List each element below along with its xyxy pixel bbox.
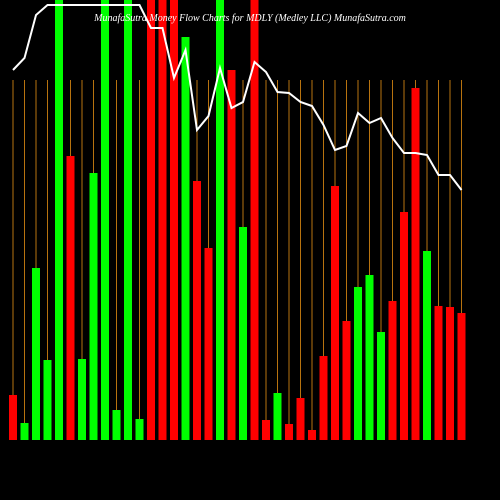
bar [331, 186, 339, 440]
bar [446, 307, 454, 440]
bar [89, 173, 98, 440]
lines [12, 4, 463, 191]
bars [9, 0, 466, 440]
bar [250, 0, 259, 440]
bar [135, 419, 144, 440]
bar [457, 313, 466, 440]
bar [112, 410, 121, 440]
bar [158, 0, 167, 440]
chart-title: MunafaSutra Money Flow Charts for MDLY (… [93, 13, 406, 24]
bar [147, 0, 155, 440]
bar [308, 430, 316, 440]
bar [411, 88, 420, 440]
bar [9, 395, 17, 440]
bar [365, 275, 374, 440]
bar [388, 301, 397, 440]
bar [101, 0, 109, 440]
bar [20, 423, 29, 440]
bar [193, 181, 201, 440]
bar [170, 0, 178, 440]
bar [400, 212, 408, 440]
bar [32, 268, 40, 440]
bar [43, 360, 52, 440]
bar [227, 70, 236, 440]
bar [342, 321, 351, 440]
bar [78, 359, 86, 440]
bar [181, 37, 190, 440]
bar [66, 156, 75, 440]
bar [319, 356, 328, 440]
bar [377, 332, 385, 440]
bar [296, 398, 305, 440]
bar [423, 251, 431, 440]
bar [124, 0, 132, 440]
bar [216, 0, 224, 440]
bar [354, 287, 362, 440]
bar [285, 424, 293, 440]
money-flow-line [12, 4, 463, 191]
bar [434, 306, 443, 440]
bar [239, 227, 247, 440]
bar [273, 393, 282, 440]
bar [55, 0, 63, 440]
bar [262, 420, 270, 440]
bar [204, 248, 213, 440]
